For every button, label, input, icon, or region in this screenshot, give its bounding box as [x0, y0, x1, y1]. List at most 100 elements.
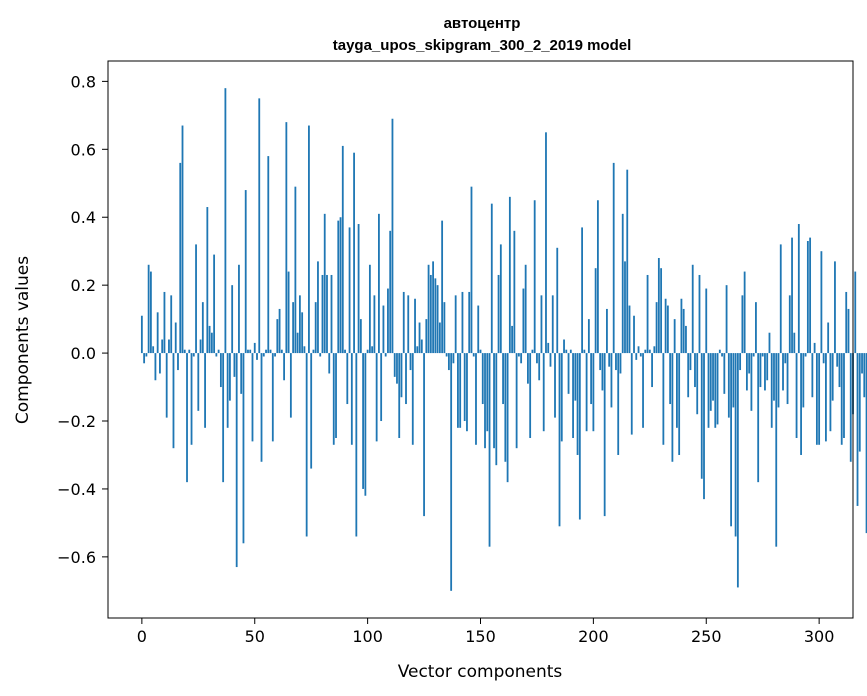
bar	[292, 302, 295, 354]
bar	[547, 342, 550, 354]
bar	[673, 319, 676, 354]
bar	[554, 353, 556, 418]
bar	[201, 302, 204, 354]
bar	[750, 353, 753, 411]
bar	[628, 305, 631, 354]
chart-subtitle: tayga_upos_skipgram_300_2_2019 model	[333, 37, 632, 54]
y-tick-label: −0.2	[57, 412, 96, 431]
bar	[838, 353, 841, 388]
bar	[368, 264, 371, 354]
bar	[558, 353, 561, 527]
bar	[497, 274, 500, 354]
bar	[757, 353, 760, 483]
bar	[233, 353, 236, 377]
bar	[269, 349, 272, 354]
bar	[357, 224, 360, 354]
bar	[317, 261, 319, 354]
bar	[183, 349, 186, 354]
bar	[694, 353, 696, 388]
bar	[511, 325, 514, 354]
bar	[540, 295, 543, 354]
bar	[653, 346, 656, 354]
bar	[387, 288, 389, 354]
bar	[432, 261, 434, 354]
bar	[242, 353, 245, 544]
bar	[727, 353, 730, 418]
bar	[344, 349, 346, 354]
y-tick-label: 0.6	[71, 140, 96, 159]
bar	[493, 353, 495, 449]
x-tick-label: 150	[465, 627, 496, 646]
y-tick-label: 0.2	[71, 276, 96, 295]
bar	[773, 353, 775, 401]
bar	[298, 295, 301, 354]
bar	[784, 353, 787, 364]
bar	[371, 346, 374, 354]
bar	[328, 353, 331, 374]
bar	[849, 353, 852, 462]
bar	[700, 353, 703, 479]
bar	[468, 291, 471, 354]
bar	[186, 353, 188, 483]
bar	[152, 346, 155, 354]
bar	[551, 295, 554, 354]
bar	[761, 353, 764, 357]
bar	[644, 349, 647, 354]
bar	[170, 295, 173, 354]
bar	[260, 353, 263, 462]
x-tick-label: 300	[804, 627, 835, 646]
bar	[666, 305, 669, 354]
bar	[192, 353, 195, 357]
bar	[378, 213, 380, 354]
bar	[743, 271, 746, 354]
bar	[267, 156, 270, 354]
bar	[265, 349, 267, 354]
bar	[190, 353, 193, 445]
bar	[858, 353, 861, 452]
bar	[409, 353, 412, 371]
bar	[820, 251, 823, 354]
bar	[676, 353, 678, 428]
bar	[418, 322, 421, 354]
bar	[165, 353, 168, 418]
bar	[373, 295, 376, 354]
bar	[804, 353, 807, 357]
bar	[276, 319, 279, 354]
bar	[454, 295, 457, 354]
y-axis-ticks: −0.6 −0.4 −0.2 0.0 0.2 0.4 0.6 0.8	[57, 72, 108, 567]
bar	[287, 271, 290, 354]
bar	[384, 353, 387, 357]
bar	[542, 353, 545, 432]
bar	[294, 186, 297, 354]
bar	[436, 285, 439, 354]
bar	[450, 353, 453, 591]
bar	[685, 325, 687, 354]
x-tick-label: 100	[352, 627, 383, 646]
bar	[669, 353, 672, 405]
bar	[725, 285, 728, 354]
bar	[818, 353, 821, 445]
bar	[156, 312, 159, 354]
bar	[621, 213, 624, 354]
bar	[522, 288, 525, 354]
bar	[348, 227, 351, 354]
bar	[181, 125, 184, 354]
bar	[359, 319, 362, 354]
bar	[147, 264, 150, 354]
bar	[856, 353, 859, 506]
bar	[861, 353, 863, 374]
bar	[739, 353, 742, 371]
bar	[140, 315, 143, 354]
bar	[506, 353, 509, 483]
bar	[657, 257, 660, 354]
bar	[619, 353, 622, 374]
bar	[556, 247, 559, 354]
bar	[578, 353, 581, 520]
bar	[529, 353, 532, 438]
bar	[847, 308, 850, 354]
bar	[393, 353, 396, 377]
bar	[651, 353, 653, 388]
bar	[752, 353, 755, 357]
bar	[461, 291, 464, 354]
